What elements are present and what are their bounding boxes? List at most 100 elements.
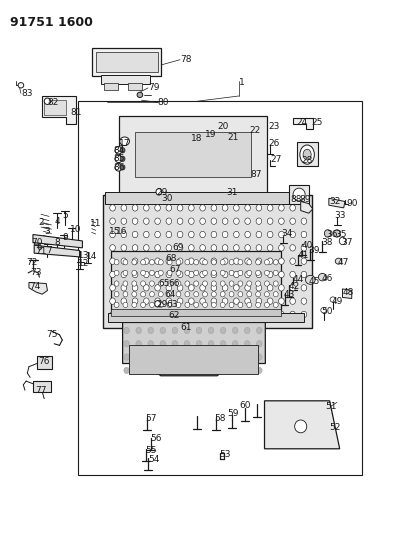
Ellipse shape xyxy=(184,354,189,360)
Ellipse shape xyxy=(300,311,306,318)
Ellipse shape xyxy=(244,231,250,238)
Ellipse shape xyxy=(289,311,295,318)
Ellipse shape xyxy=(255,271,261,278)
Text: 6: 6 xyxy=(36,244,42,252)
Ellipse shape xyxy=(143,205,149,211)
Text: 52: 52 xyxy=(329,423,340,432)
Ellipse shape xyxy=(199,231,205,238)
Ellipse shape xyxy=(199,245,205,251)
Polygon shape xyxy=(33,240,41,245)
Ellipse shape xyxy=(199,271,205,278)
Text: 84: 84 xyxy=(113,146,124,155)
Ellipse shape xyxy=(121,271,126,278)
Ellipse shape xyxy=(158,270,163,276)
Ellipse shape xyxy=(120,165,125,170)
Ellipse shape xyxy=(267,258,272,264)
Ellipse shape xyxy=(233,258,239,264)
Ellipse shape xyxy=(211,292,216,297)
Ellipse shape xyxy=(123,302,128,308)
Ellipse shape xyxy=(132,258,138,264)
Ellipse shape xyxy=(208,354,213,360)
Ellipse shape xyxy=(143,218,149,224)
Text: 18: 18 xyxy=(190,134,202,143)
Text: 72: 72 xyxy=(26,258,37,266)
Text: 19: 19 xyxy=(205,130,216,139)
Ellipse shape xyxy=(300,245,306,251)
Ellipse shape xyxy=(121,218,126,224)
Ellipse shape xyxy=(233,271,239,278)
Text: 8: 8 xyxy=(54,238,60,247)
Ellipse shape xyxy=(121,245,126,251)
Ellipse shape xyxy=(244,218,250,224)
Ellipse shape xyxy=(154,298,160,304)
Ellipse shape xyxy=(211,245,216,251)
Ellipse shape xyxy=(166,285,171,291)
Bar xyxy=(118,116,267,193)
Text: 49: 49 xyxy=(331,297,342,305)
Bar xyxy=(105,192,305,204)
Ellipse shape xyxy=(300,298,306,304)
Text: 67: 67 xyxy=(169,265,181,273)
Ellipse shape xyxy=(220,270,225,276)
Ellipse shape xyxy=(222,205,227,211)
Ellipse shape xyxy=(123,281,128,286)
Ellipse shape xyxy=(255,270,260,276)
Ellipse shape xyxy=(233,231,239,238)
Ellipse shape xyxy=(132,231,138,238)
Text: 4: 4 xyxy=(54,217,60,225)
Ellipse shape xyxy=(140,260,145,265)
Ellipse shape xyxy=(143,245,149,251)
Ellipse shape xyxy=(255,285,261,291)
Ellipse shape xyxy=(143,271,149,278)
Ellipse shape xyxy=(184,270,189,276)
Ellipse shape xyxy=(193,281,198,286)
Polygon shape xyxy=(78,101,361,475)
Ellipse shape xyxy=(188,271,194,278)
Ellipse shape xyxy=(123,260,128,265)
Text: 15: 15 xyxy=(108,228,120,236)
Ellipse shape xyxy=(149,302,154,308)
Text: 34: 34 xyxy=(281,229,292,238)
Text: 65: 65 xyxy=(158,279,170,288)
Bar xyxy=(296,142,317,166)
Text: 1: 1 xyxy=(239,78,244,87)
Ellipse shape xyxy=(255,245,261,251)
Ellipse shape xyxy=(289,231,295,238)
Ellipse shape xyxy=(211,302,216,308)
Polygon shape xyxy=(33,235,82,248)
Ellipse shape xyxy=(196,341,201,347)
Ellipse shape xyxy=(184,302,189,308)
Ellipse shape xyxy=(232,354,237,360)
Ellipse shape xyxy=(188,285,194,291)
Ellipse shape xyxy=(114,270,119,276)
Ellipse shape xyxy=(256,367,261,374)
Ellipse shape xyxy=(121,205,126,211)
Ellipse shape xyxy=(211,271,216,278)
Ellipse shape xyxy=(267,311,272,318)
Ellipse shape xyxy=(160,367,165,374)
Ellipse shape xyxy=(222,258,227,264)
Ellipse shape xyxy=(109,298,115,304)
Ellipse shape xyxy=(211,285,216,291)
Ellipse shape xyxy=(237,260,242,265)
Ellipse shape xyxy=(109,258,115,264)
Ellipse shape xyxy=(220,260,225,265)
Text: 3: 3 xyxy=(44,228,50,236)
Text: 89: 89 xyxy=(299,196,310,204)
Ellipse shape xyxy=(109,205,115,211)
Ellipse shape xyxy=(267,298,272,304)
Text: 13: 13 xyxy=(78,252,90,260)
Ellipse shape xyxy=(158,260,163,265)
Ellipse shape xyxy=(177,218,182,224)
Ellipse shape xyxy=(188,205,194,211)
Text: 42: 42 xyxy=(288,282,299,291)
Ellipse shape xyxy=(232,327,237,334)
Text: 90: 90 xyxy=(346,199,357,208)
Ellipse shape xyxy=(114,281,119,286)
Text: 83: 83 xyxy=(21,89,32,98)
Ellipse shape xyxy=(121,258,126,264)
Ellipse shape xyxy=(132,292,136,297)
Ellipse shape xyxy=(267,245,272,251)
Ellipse shape xyxy=(156,189,161,195)
Ellipse shape xyxy=(208,341,213,347)
